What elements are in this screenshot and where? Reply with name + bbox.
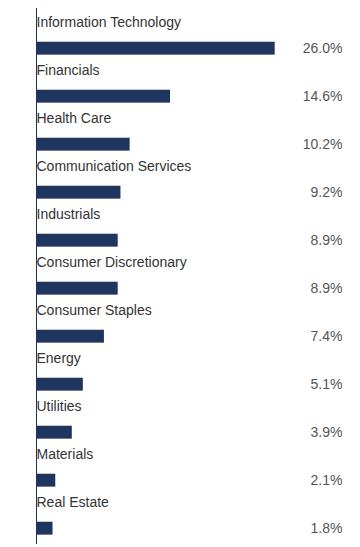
svg-text:8.9%: 8.9% — [311, 232, 343, 248]
svg-text:Consumer Staples: Consumer Staples — [37, 302, 152, 318]
svg-text:3.9%: 3.9% — [311, 424, 343, 440]
svg-text:10.2%: 10.2% — [303, 136, 343, 152]
svg-text:Health Care: Health Care — [37, 110, 112, 126]
svg-text:14.6%: 14.6% — [303, 88, 343, 104]
svg-text:5.1%: 5.1% — [311, 376, 343, 392]
svg-text:8.9%: 8.9% — [311, 280, 343, 296]
svg-text:9.2%: 9.2% — [311, 184, 343, 200]
svg-text:Real Estate: Real Estate — [37, 494, 110, 510]
svg-text:Materials: Materials — [37, 446, 94, 462]
svg-text:26.0%: 26.0% — [303, 40, 343, 56]
svg-text:7.4%: 7.4% — [311, 328, 343, 344]
svg-text:Information Technology: Information Technology — [37, 14, 182, 30]
svg-text:2.1%: 2.1% — [311, 472, 343, 488]
svg-text:Energy: Energy — [37, 350, 81, 366]
svg-text:Communication Services: Communication Services — [37, 158, 192, 174]
svg-text:Utilities: Utilities — [37, 398, 82, 414]
svg-text:Consumer Discretionary: Consumer Discretionary — [37, 254, 187, 270]
svg-text:Industrials: Industrials — [37, 206, 101, 222]
svg-text:Financials: Financials — [37, 62, 100, 78]
svg-text:1.8%: 1.8% — [311, 520, 343, 536]
